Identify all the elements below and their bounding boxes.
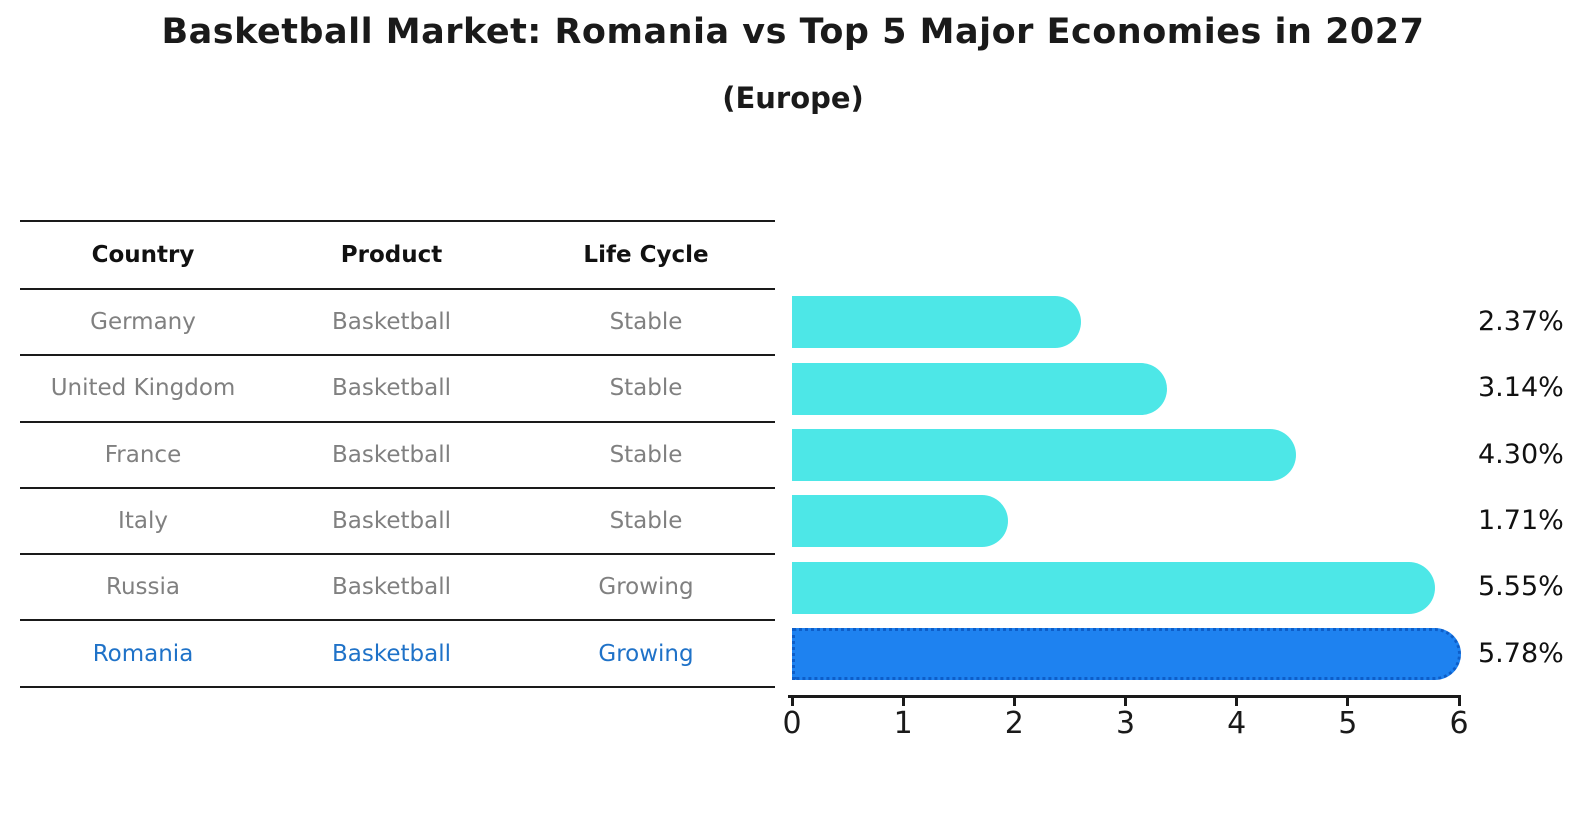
cell-life-cycle: Growing — [598, 574, 694, 601]
x-axis-tick-label: 4 — [1227, 706, 1247, 741]
bar-united-kingdom — [792, 362, 1168, 415]
cell-product: Basketball — [332, 309, 451, 336]
x-axis-tick — [1235, 697, 1239, 706]
cell-country: Germany — [90, 309, 196, 336]
table-row-germany: Germany Basketball Stable — [20, 290, 775, 357]
x-axis-tick — [901, 697, 905, 706]
value-label-italy: 1.71% — [1478, 505, 1564, 536]
cell-country: Romania — [92, 640, 194, 667]
cell-life-cycle: Stable — [609, 508, 683, 535]
cell-country: United Kingdom — [50, 375, 236, 402]
cell-life-cycle: Stable — [609, 375, 683, 402]
x-axis-tick-label: 3 — [1115, 706, 1136, 741]
x-axis-tick — [1457, 697, 1461, 706]
x-axis-line — [788, 695, 1461, 698]
page-subtitle: (Europe) — [722, 81, 864, 115]
cell-country: Russia — [106, 574, 180, 601]
cell-product: Basketball — [332, 375, 451, 402]
cell-country: Italy — [118, 508, 168, 535]
data-table: Country Product Life Cycle Germany Baske… — [20, 220, 775, 688]
table-header-row: Country Product Life Cycle — [20, 222, 775, 290]
cell-product: Basketball — [332, 508, 451, 535]
bar-russia — [792, 561, 1435, 614]
page-title: Basketball Market: Romania vs Top 5 Majo… — [161, 12, 1425, 52]
x-axis-tick — [1124, 697, 1127, 706]
bar-romania — [792, 627, 1461, 680]
cell-life-cycle: Growing — [598, 640, 694, 667]
cell-product: Basketball — [332, 640, 451, 667]
x-axis-tick-label: 6 — [1449, 706, 1469, 741]
table-row-united-kingdom: United Kingdom Basketball Stable — [20, 356, 775, 423]
bar-germany — [792, 296, 1082, 349]
cell-life-cycle: Stable — [609, 441, 683, 468]
table-row-romania: Romania Basketball Growing — [20, 621, 775, 688]
table-row-italy: Italy Basketball Stable — [20, 489, 775, 556]
value-label-germany: 2.37% — [1478, 306, 1564, 337]
x-axis-tick-label: 0 — [782, 706, 802, 741]
column-header-product: Product — [340, 242, 443, 268]
bar-france — [792, 428, 1297, 481]
cell-country: France — [104, 441, 182, 468]
x-axis-tick-label: 2 — [1004, 706, 1024, 741]
x-axis-tick — [1346, 697, 1350, 706]
column-header-country: Country — [91, 242, 195, 268]
value-label-russia: 5.55% — [1478, 571, 1564, 602]
x-axis-tick-label: 1 — [893, 706, 913, 741]
value-label-romania: 5.78% — [1478, 638, 1564, 669]
x-axis-tick — [790, 697, 794, 706]
table-row-russia: Russia Basketball Growing — [20, 555, 775, 622]
bar-italy — [792, 495, 1009, 548]
value-label-france: 4.30% — [1478, 439, 1564, 470]
value-label-united-kingdom: 3.14% — [1478, 372, 1564, 403]
x-axis-tick — [1012, 697, 1016, 706]
cell-product: Basketball — [332, 574, 451, 601]
cell-life-cycle: Stable — [609, 309, 683, 336]
column-header-life-cycle: Life Cycle — [583, 242, 709, 268]
table-row-france: France Basketball Stable — [20, 423, 775, 489]
cell-product: Basketball — [332, 441, 451, 468]
x-axis-tick-label: 5 — [1338, 706, 1358, 741]
